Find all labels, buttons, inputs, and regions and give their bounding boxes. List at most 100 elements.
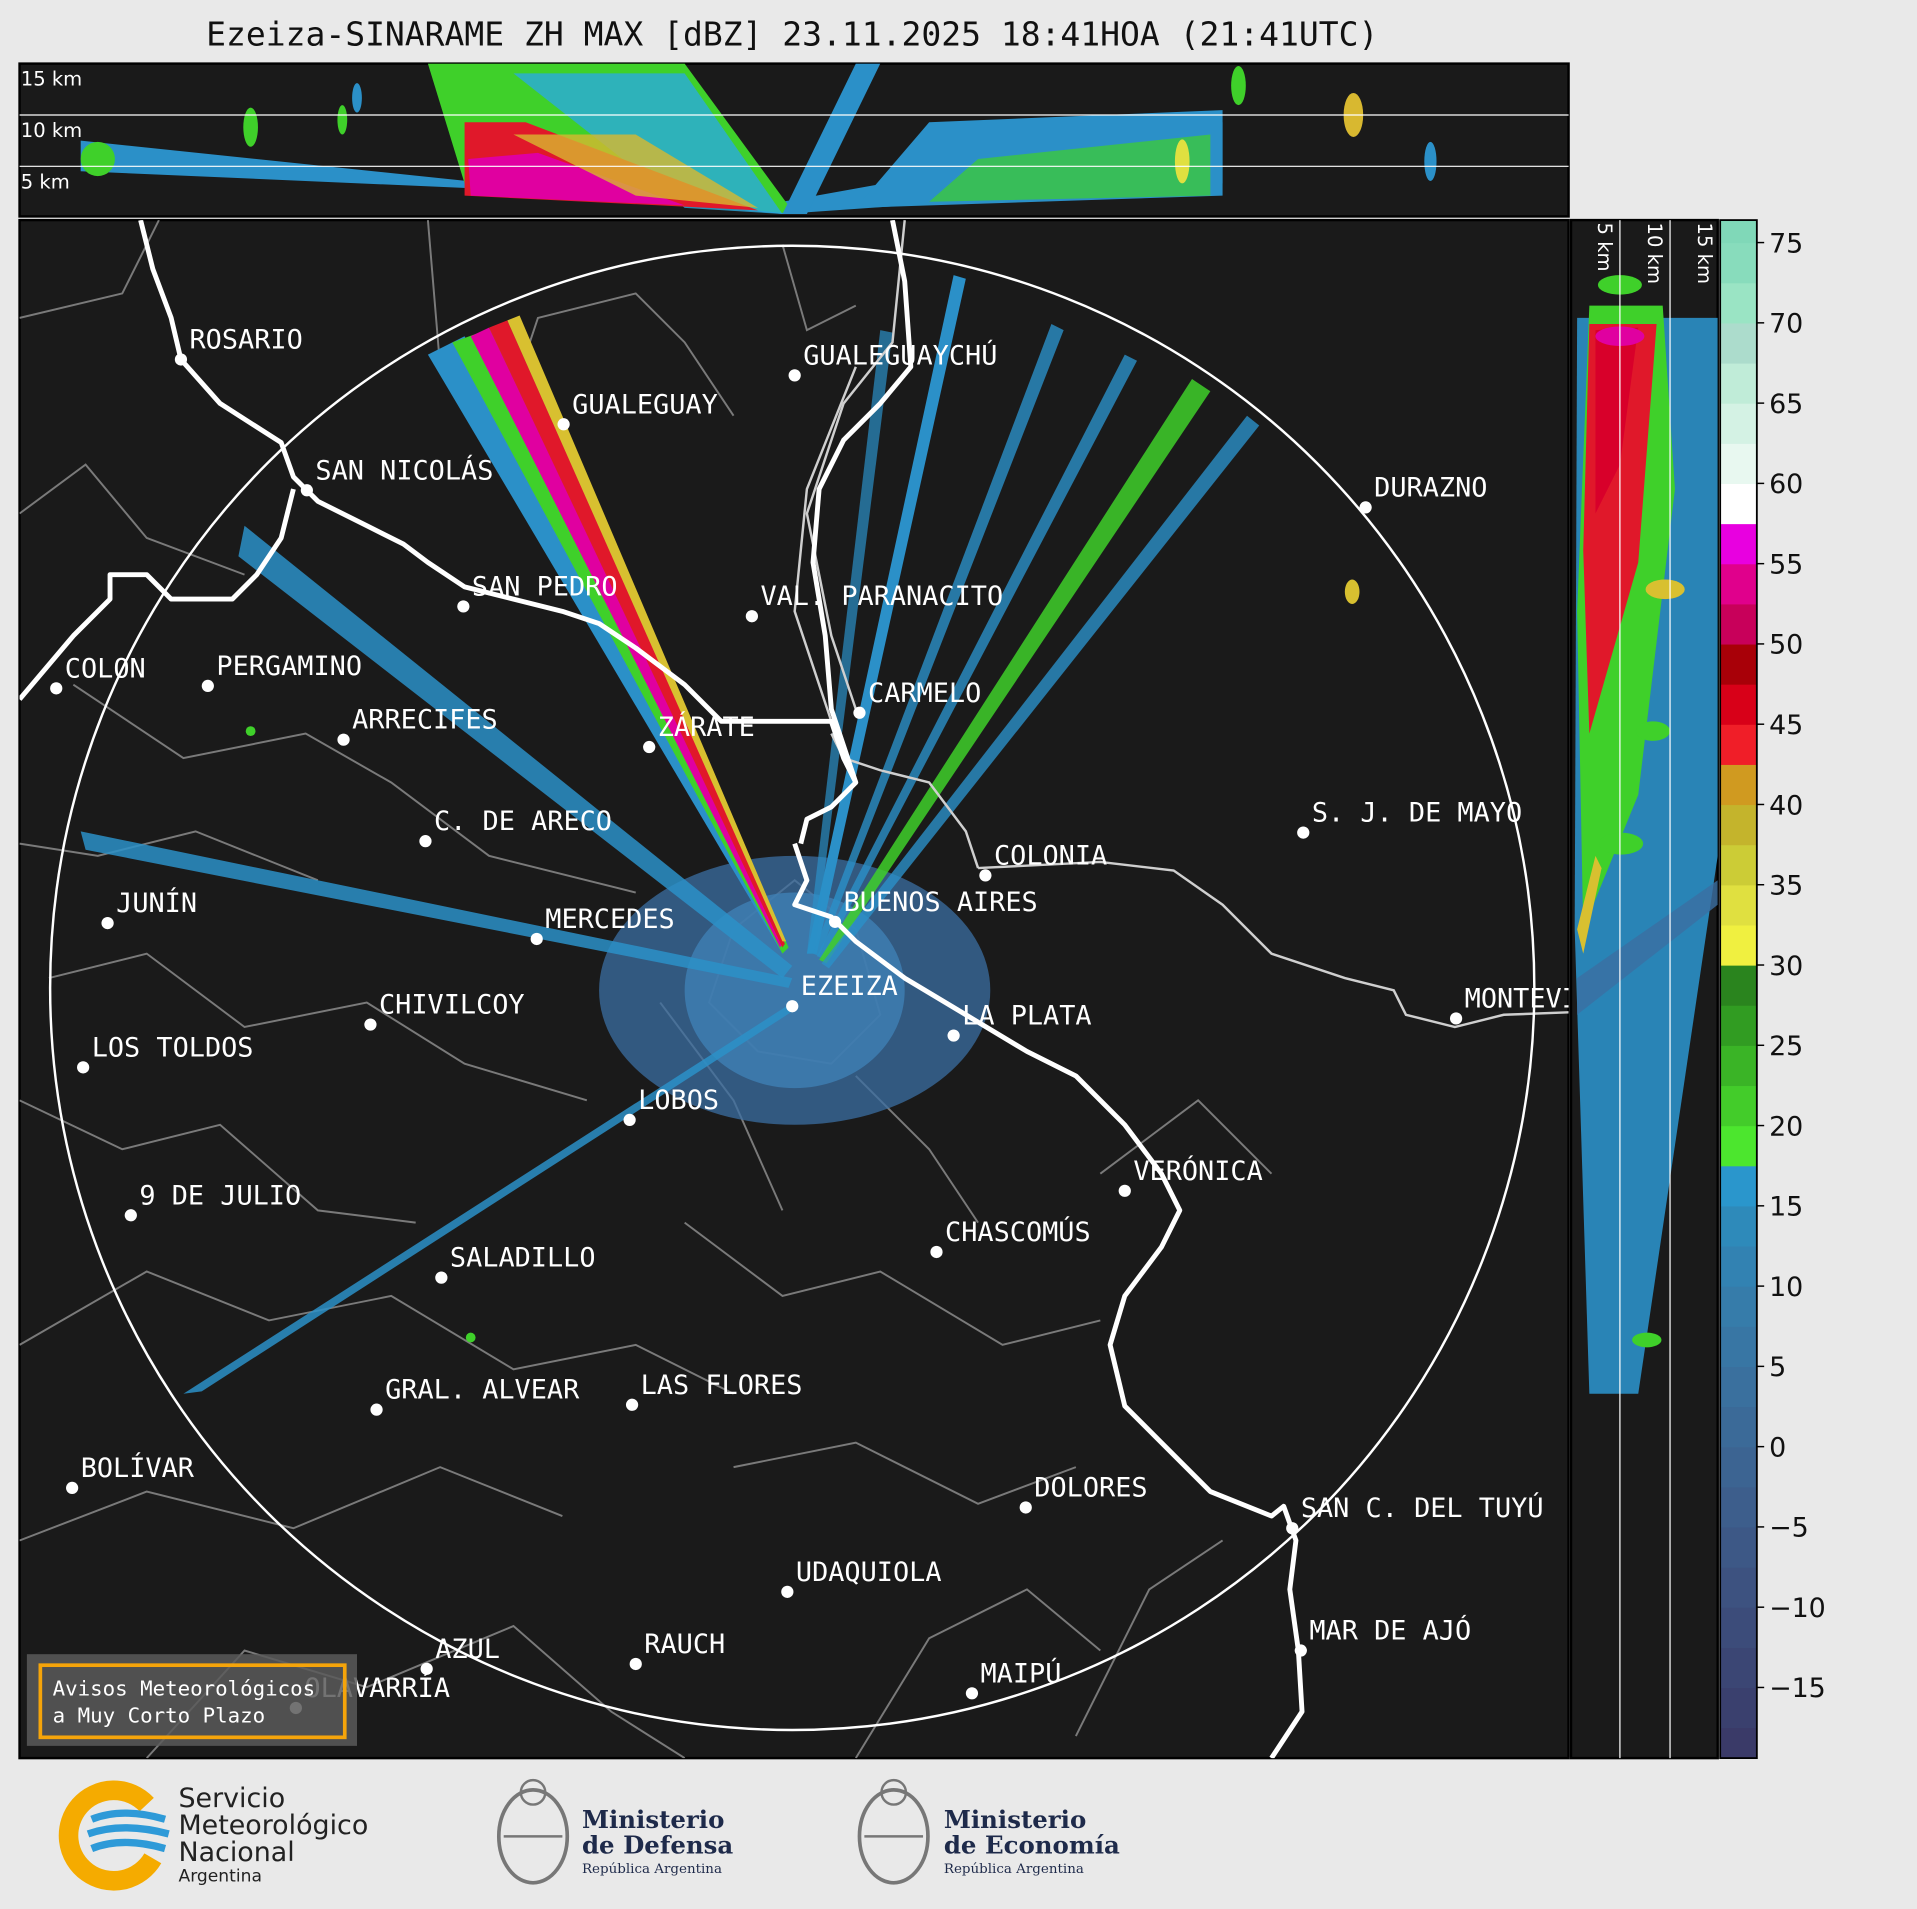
city-label: 9 DE JULIO — [139, 1180, 301, 1211]
height-label: 5 km — [1593, 223, 1616, 272]
city-label: AZUL — [435, 1634, 500, 1665]
city-dot — [965, 1687, 979, 1700]
colorbar-segment — [1720, 724, 1757, 765]
colorbar-segment — [1720, 1647, 1757, 1689]
colorbar-segment — [1720, 684, 1757, 725]
city-label: MAR DE AJÓ — [1309, 1615, 1471, 1647]
city-dot — [623, 1113, 636, 1127]
city-label: PERGAMINO — [216, 651, 362, 682]
colorbar-segment — [1720, 1486, 1757, 1528]
city-dot — [364, 1018, 377, 1031]
smn-logo: Servicio Meteorológico Nacional Argentin… — [58, 1780, 368, 1891]
colorbar-tick-label: 70 — [1769, 309, 1803, 340]
colorbar-segment — [1720, 443, 1757, 484]
city-dot — [979, 869, 992, 882]
colorbar-tick-label: 5 — [1769, 1352, 1786, 1383]
colorbar-tick-label: 75 — [1769, 228, 1803, 259]
city-label: LOS TOLDOS — [92, 1032, 254, 1063]
city-label: VAL. PARANACITO — [760, 581, 1003, 612]
city-label: CARMELO — [868, 678, 981, 709]
city-dot — [435, 1271, 448, 1284]
city-dot — [745, 610, 758, 623]
alert-box-bg — [26, 1654, 357, 1746]
height-label: 10 km — [21, 119, 82, 142]
city-label: COLONIA — [994, 840, 1107, 871]
city-label: ARRECIFES — [352, 705, 498, 736]
city-label: GUALEGUAYCHÚ — [803, 339, 997, 371]
city-label: BUENOS AIRES — [844, 887, 1038, 918]
city-dot — [419, 835, 432, 848]
alert-text[interactable]: a Muy Corto Plazo — [53, 1704, 266, 1728]
colorbar-segment — [1720, 1567, 1757, 1608]
colorbar-segment — [1720, 1406, 1757, 1448]
city-dot — [66, 1481, 79, 1495]
city-dot — [1118, 1184, 1131, 1197]
city-label: SAN PEDRO — [472, 571, 618, 602]
city-label: RAUCH — [644, 1629, 725, 1660]
colorbar-segment — [1720, 403, 1757, 444]
side-section: 5 km 10 km 15 km — [1569, 218, 1719, 1760]
colorbar-tick-label: −15 — [1769, 1673, 1826, 1704]
colorbar-segment — [1720, 603, 1757, 645]
colorbar-segment — [1720, 1687, 1757, 1729]
colorbar-segment — [1720, 1045, 1757, 1087]
alert-text[interactable]: Avisos Meteorológicos — [53, 1677, 316, 1701]
colorbar-segment — [1720, 1727, 1757, 1759]
colorbar-frame — [1719, 219, 1758, 1760]
city-label: MONTEVIDEO — [1465, 983, 1627, 1014]
colorbar-tick-label: 35 — [1769, 871, 1803, 902]
city-dot — [420, 1662, 433, 1675]
city-label: JUNÍN — [116, 887, 197, 919]
city-label: C. DE ARECO — [434, 806, 612, 837]
colorbar-tick-label: 50 — [1769, 630, 1803, 661]
colorbar-segment — [1720, 1205, 1757, 1247]
colorbar-segment — [1720, 1446, 1757, 1488]
city-dot — [337, 733, 350, 746]
top-section: 15 km 10 km 5 km — [18, 62, 1570, 218]
city-label: ROSARIO — [189, 324, 302, 355]
city-label: SALADILLO — [450, 1243, 596, 1274]
colorbar-tick-label: 0 — [1769, 1432, 1786, 1463]
city-label: DOLORES — [1034, 1472, 1147, 1503]
colorbar-segment — [1720, 764, 1757, 806]
city-label: MERCEDES — [545, 904, 674, 935]
city-dot — [625, 1398, 639, 1411]
alert-box[interactable] — [38, 1663, 347, 1740]
city-dot — [174, 353, 188, 366]
colorbar-segment — [1720, 1366, 1757, 1408]
logo-text: Argentina — [178, 1867, 261, 1887]
city-label: UDAQUIOLA — [796, 1557, 942, 1588]
city-dot — [828, 915, 842, 928]
height-label: 15 km — [1693, 223, 1716, 284]
logo-text: de Defensa — [582, 1830, 733, 1859]
colorbar: −15 −10 −5 0 5 10 15 20 25 30 35 40 45 50 55 60 65 70 75 — [1720, 220, 1826, 1759]
city-label: CHASCOMÚS — [945, 1216, 1091, 1248]
city-label: MAIPÚ — [981, 1657, 1062, 1689]
city-label: VERÓNICA — [1133, 1155, 1262, 1187]
colorbar-tick-label: 40 — [1769, 790, 1803, 821]
city-dot — [1294, 1644, 1307, 1657]
logo-text: Nacional — [178, 1837, 294, 1868]
colorbar-tick-label: −5 — [1769, 1513, 1809, 1544]
defensa-logo: Ministerio de Defensa República Argentin… — [496, 1778, 733, 1885]
city-dot — [201, 679, 214, 693]
city-label: S. J. DE MAYO — [1312, 798, 1522, 829]
colorbar-segment — [1720, 242, 1757, 284]
colorbar-segment — [1720, 643, 1757, 685]
colorbar-segment — [1720, 322, 1757, 364]
city-dot — [557, 418, 570, 431]
cities: ROSARIO GUALEGUAYCHÚ GUALEGUAY SAN NICOLÁS D… — [50, 324, 1627, 1715]
colorbar-segment — [1720, 523, 1757, 565]
city-dot — [947, 1029, 960, 1042]
colorbar-tick-label: 60 — [1769, 469, 1803, 500]
city-dot — [530, 932, 543, 946]
colorbar-segment — [1720, 1245, 1757, 1287]
map: ROSARIO GUALEGUAYCHÚ GUALEGUAY SAN NICOLÁS D… — [18, 218, 1627, 1760]
city-label: LAS FLORES — [641, 1370, 803, 1401]
city-dot — [853, 706, 866, 719]
title: Ezeiza-SINARAME ZH MAX [dBZ] 23.11.2025 … — [206, 14, 1378, 53]
city-dot — [77, 1061, 90, 1074]
height-label: 5 km — [21, 170, 70, 193]
colorbar-segment — [1720, 965, 1757, 1006]
